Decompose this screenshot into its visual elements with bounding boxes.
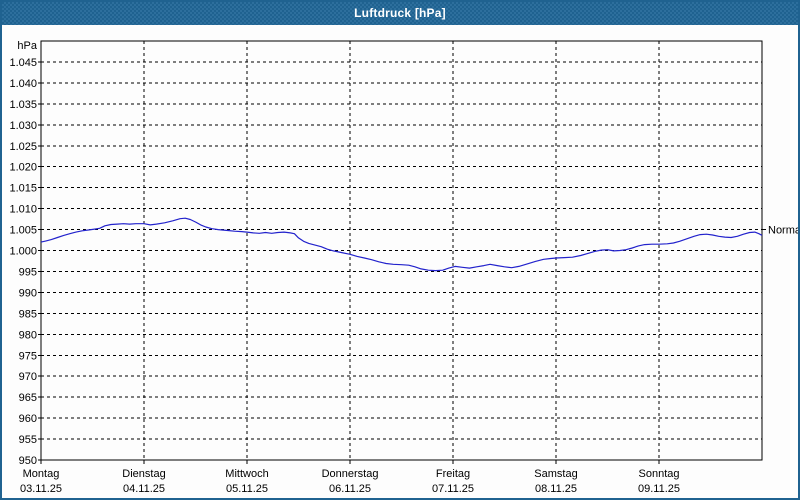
day-name-label: Montag	[23, 468, 60, 480]
day-date-label: 08.11.25	[535, 483, 577, 495]
y-tick-label: 1.015	[9, 183, 37, 195]
window-titlebar[interactable]: Luftdruck [hPa]	[0, 0, 800, 25]
y-tick-label: 1.005	[9, 225, 37, 237]
y-tick-label: 1.035	[9, 99, 37, 111]
y-tick-label: 995	[19, 266, 37, 278]
day-name-label: Dienstag	[122, 468, 165, 480]
day-name-label: Donnerstag	[322, 468, 379, 480]
y-tick-label: 1.025	[9, 141, 37, 153]
pressure-chart: 950 955 960 965 970 975 980 985 990 995 1.000 1.005…	[9, 40, 800, 495]
y-tick-label: 985	[19, 308, 37, 320]
y-tick-label: 965	[19, 392, 37, 404]
y-tick-label: 1.040	[9, 78, 37, 90]
day-name-label: Samstag	[534, 468, 577, 480]
day-name-label: Mittwoch	[225, 468, 268, 480]
y-tick-label: 1.000	[9, 246, 37, 258]
day-date-label: 04.11.25	[123, 483, 165, 495]
y-tick-label: 990	[19, 287, 37, 299]
day-date-label: 06.11.25	[329, 483, 371, 495]
y-tick-label: 1.020	[9, 162, 37, 174]
y-tick-label: 1.045	[9, 57, 37, 69]
day-name-label: Freitag	[436, 468, 470, 480]
window-title: Luftdruck [hPa]	[354, 5, 446, 20]
y-axis-unit-label: hPa	[17, 40, 37, 52]
day-date-label: 05.11.25	[226, 483, 268, 495]
y-tick-label: 1.030	[9, 120, 37, 132]
y-tick-label: 975	[19, 350, 37, 362]
y-tick-label: 970	[19, 371, 37, 383]
y-tick-label: 960	[19, 413, 37, 425]
normal-label: Normal	[768, 225, 800, 237]
y-tick-label: 1.010	[9, 204, 37, 216]
y-tick-label: 955	[19, 434, 37, 446]
day-date-label: 09.11.25	[638, 483, 680, 495]
plot-border	[40, 40, 763, 461]
day-name-label: Sonntag	[639, 468, 680, 480]
y-tick-label: 950	[19, 455, 37, 467]
pressure-line	[40, 217, 763, 272]
day-date-label: 07.11.25	[432, 483, 474, 495]
day-date-label: 03.11.25	[20, 483, 62, 495]
y-tick-label: 980	[19, 329, 37, 341]
